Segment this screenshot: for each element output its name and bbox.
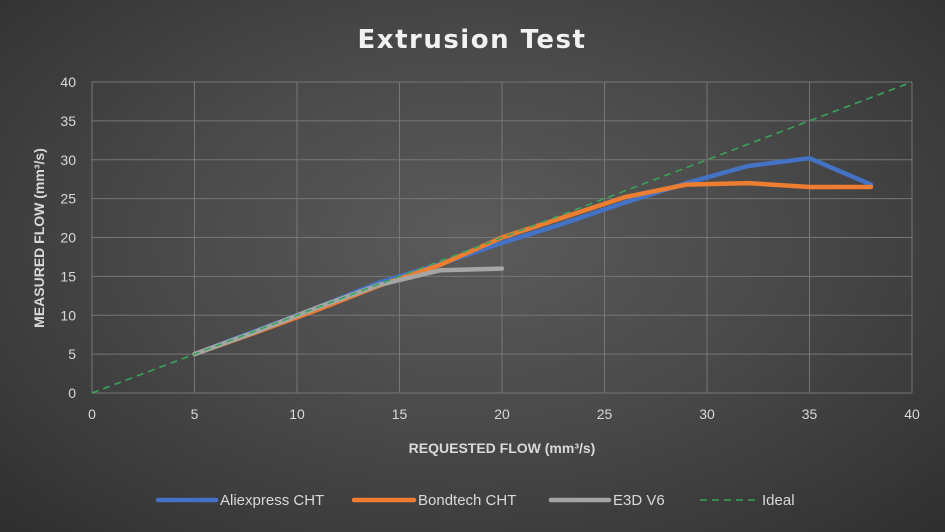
y-tick-label: 20 [60, 230, 76, 246]
chart-title: Extrusion Test [358, 25, 587, 55]
legend-label: Ideal [762, 492, 795, 509]
x-tick-label: 40 [904, 406, 920, 422]
legend-label: Bondtech CHT [418, 492, 516, 509]
x-tick-label: 20 [494, 406, 510, 422]
y-tick-label: 5 [68, 346, 76, 362]
legend-label: Aliexpress CHT [220, 492, 324, 509]
x-tick-label: 10 [289, 406, 305, 422]
x-tick-label: 35 [802, 406, 818, 422]
tick-labels: 0 5 10 15 20 25 30 35 40 0 5 10 15 20 25 30 35 40 [60, 74, 920, 422]
y-axis-title: MEASURED FLOW (mm³/s) [31, 148, 47, 328]
y-tick-label: 15 [60, 268, 76, 284]
legend: Aliexpress CHT Bondtech CHT E3D V6 Ideal [155, 492, 795, 509]
y-tick-label: 10 [60, 307, 76, 323]
series-line-bondtech-cht [192, 180, 874, 357]
series-line-ideal [91, 81, 913, 394]
x-tick-label: 15 [392, 406, 408, 422]
x-tick-label: 5 [191, 406, 199, 422]
series-line-e3d-v6 [192, 266, 505, 357]
x-tick-label: 0 [88, 406, 96, 422]
x-tick-label: 25 [597, 406, 613, 422]
x-tick-label: 30 [699, 406, 715, 422]
y-tick-label: 40 [60, 74, 76, 90]
x-axis-title: REQUESTED FLOW (mm³/s) [409, 440, 596, 456]
series-line-aliexpress-cht [192, 155, 874, 357]
y-tick-label: 25 [60, 191, 76, 207]
y-tick-label: 0 [68, 385, 76, 401]
y-tick-label: 30 [60, 152, 76, 168]
y-tick-label: 35 [60, 113, 76, 129]
legend-label: E3D V6 [613, 492, 665, 509]
series-layer [91, 81, 913, 394]
